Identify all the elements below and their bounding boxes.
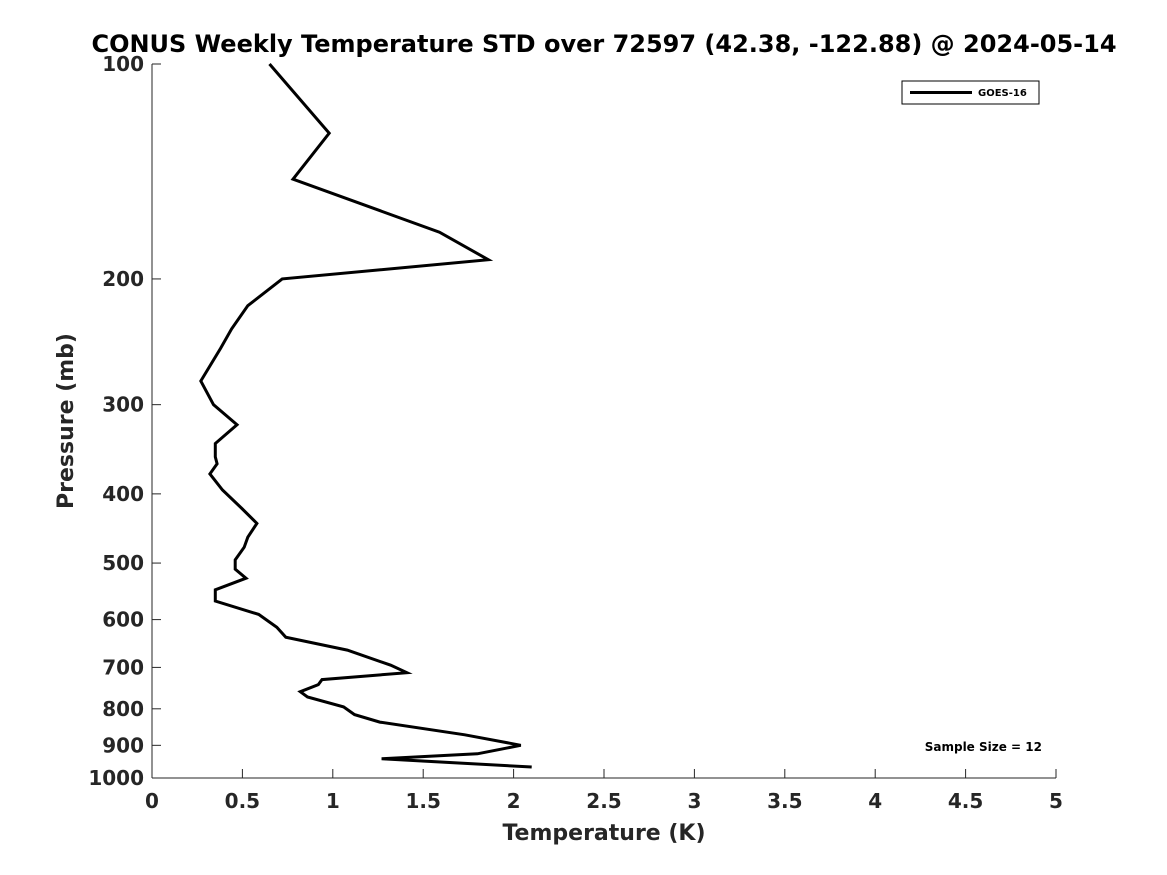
y-tick-label: 900 <box>102 733 144 757</box>
series-layer <box>199 63 532 769</box>
x-tick-label: 3.5 <box>767 789 802 813</box>
y-ticks: 100 200 300 400 500 600 700 800 900 1000 <box>88 52 161 790</box>
y-axis-label: Pressure (mb) <box>54 333 79 509</box>
legend: GOES-16 <box>901 80 1040 105</box>
x-tick-label: 0.5 <box>225 789 260 813</box>
chart-title: CONUS Weekly Temperature STD over 72597 … <box>91 30 1116 58</box>
x-tick-label: 4.5 <box>948 789 983 813</box>
x-tick-label: 2.5 <box>586 789 621 813</box>
x-tick-label: 2 <box>507 789 521 813</box>
y-tick-label: 700 <box>102 655 144 679</box>
x-tick-label: 1 <box>326 789 340 813</box>
x-tick-label: 1.5 <box>405 789 440 813</box>
y-tick-label: 200 <box>102 267 144 291</box>
x-axis-label: Temperature (K) <box>502 821 705 846</box>
y-tick-label: 100 <box>102 52 144 76</box>
x-tick-label: 0 <box>145 789 159 813</box>
y-tick-label: 400 <box>102 482 144 506</box>
x-ticks: 0 0.5 1 1.5 2 2.5 3 3.5 4 4.5 5 <box>145 769 1063 813</box>
y-tick-label: 500 <box>102 551 144 575</box>
y-tick-label: 1000 <box>88 766 144 790</box>
x-tick-label: 5 <box>1049 789 1063 813</box>
y-tick-label: 300 <box>102 393 144 417</box>
legend-label-goes-16: GOES-16 <box>978 88 1027 99</box>
series-line-goes-16 <box>199 63 532 769</box>
x-tick-label: 4 <box>868 789 882 813</box>
y-tick-label: 800 <box>102 697 144 721</box>
y-tick-label: 600 <box>102 608 144 632</box>
x-tick-label: 3 <box>687 789 701 813</box>
sample-size-annotation: Sample Size = 12 <box>925 740 1042 754</box>
